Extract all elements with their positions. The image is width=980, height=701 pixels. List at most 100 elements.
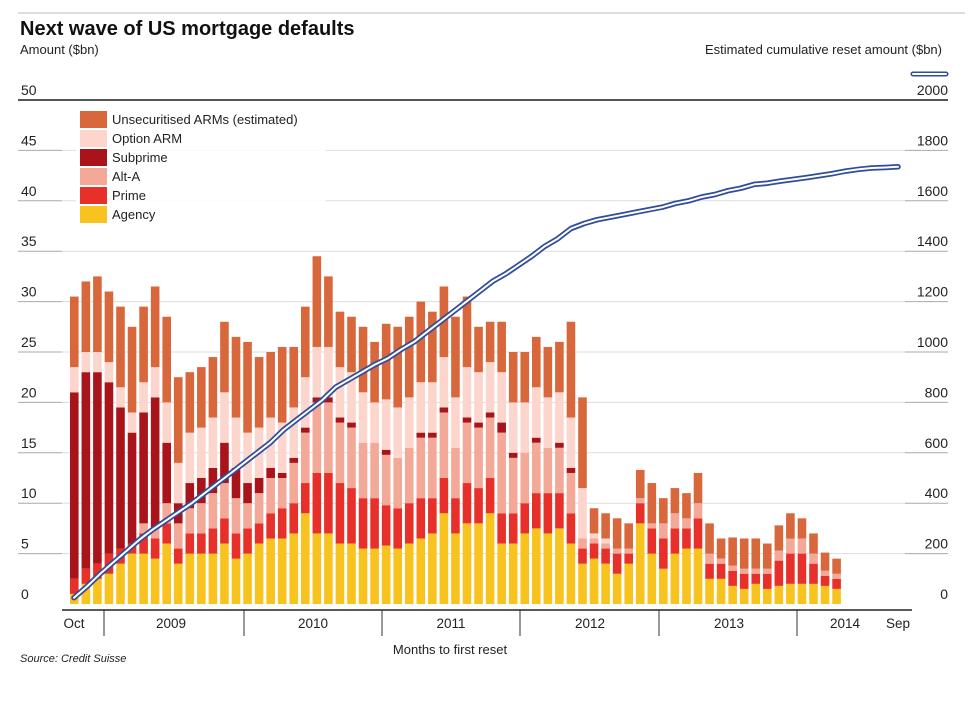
bar-segment <box>173 548 183 564</box>
bar-segment <box>370 498 379 549</box>
bar-segment <box>347 543 356 604</box>
bar-segment <box>543 397 553 448</box>
bar-segment <box>150 538 160 559</box>
bar-segment <box>381 505 391 546</box>
bar-segment <box>497 372 506 423</box>
bar-segment <box>439 357 449 408</box>
bar-segment <box>578 488 587 539</box>
bar-segment <box>173 462 183 504</box>
bar-segment <box>462 483 472 524</box>
bar-segment <box>197 553 206 604</box>
bar-segment <box>370 548 379 604</box>
bar-segment <box>786 553 795 584</box>
bar-segment <box>543 346 553 398</box>
bar-segment <box>93 352 102 373</box>
bar-segment <box>485 362 495 413</box>
bar-segment <box>728 565 737 571</box>
bar-segment <box>497 432 506 514</box>
bar-segment <box>162 316 171 403</box>
bar-segment <box>820 552 830 571</box>
bar-segment <box>635 523 645 604</box>
y-tick-left: 35 <box>21 233 37 249</box>
bar-segment <box>809 553 818 564</box>
bar-segment <box>809 583 818 604</box>
bar-segment <box>70 392 79 579</box>
bar-segment <box>428 498 437 534</box>
bar-segment <box>150 558 160 604</box>
bar-segment <box>324 397 333 403</box>
bar-segment <box>659 523 668 539</box>
bar-segment <box>347 488 356 544</box>
bar-segment <box>70 367 79 393</box>
bar-segment <box>693 472 703 504</box>
bar-segment <box>532 528 541 604</box>
bar-segment <box>763 543 772 569</box>
bar-segment <box>370 402 379 443</box>
bar-segment <box>162 503 171 524</box>
bar-segment <box>451 533 460 604</box>
bar-segment <box>428 382 437 433</box>
legend-swatch <box>80 130 107 147</box>
bar-segment <box>162 442 171 504</box>
bar-segment <box>324 346 333 398</box>
bar-segment <box>566 417 576 468</box>
bar-segment <box>289 407 299 458</box>
bar-segment <box>220 483 229 519</box>
bar-segment <box>289 346 299 408</box>
bar-segment <box>231 533 241 559</box>
bar-segment <box>670 513 680 529</box>
bar-segment <box>508 402 518 453</box>
bar-segment <box>243 341 252 433</box>
bar-segment <box>763 573 772 589</box>
bar-segment <box>324 276 333 347</box>
legend-label: Unsecuritised ARMs (estimated) <box>112 112 298 127</box>
bar-segment <box>127 432 137 544</box>
bar-segment <box>208 493 218 529</box>
bar-segment <box>728 585 737 604</box>
bar-segment <box>555 341 564 393</box>
bar-segment <box>508 452 518 458</box>
bar-segment <box>474 488 483 524</box>
bar-segment <box>277 508 287 539</box>
bar-segment <box>532 442 541 494</box>
bar-segment <box>266 538 275 604</box>
y-tick-right: 400 <box>925 485 949 501</box>
bar-segment <box>416 498 426 539</box>
bar-segment <box>116 306 125 388</box>
bar-segment <box>624 523 633 549</box>
bar-segment <box>277 422 287 473</box>
bar-segment <box>589 558 599 604</box>
bar-segment <box>93 578 102 604</box>
bar-segment <box>104 382 114 554</box>
bar-segment <box>254 493 264 524</box>
bar-segment <box>150 397 160 529</box>
bar-segment <box>624 553 633 564</box>
bar-segment <box>474 372 483 423</box>
bar-segment <box>797 538 807 554</box>
x-tick-label: Oct <box>63 616 84 631</box>
bar-segment <box>139 412 148 524</box>
bar-segment <box>81 372 91 569</box>
legend: Unsecuritised ARMs (estimated) Option ARM… <box>76 106 326 228</box>
bar-segment <box>93 372 102 564</box>
bar-segment <box>601 563 610 604</box>
bar-segment <box>104 573 114 604</box>
bar-segment <box>150 528 160 539</box>
y-tick-right: 800 <box>925 384 949 400</box>
y-tick-right: 0 <box>940 586 948 602</box>
bar-segment <box>451 316 460 398</box>
bar-segment <box>335 483 345 544</box>
bar-segment <box>104 362 114 383</box>
bar-segment <box>312 346 322 398</box>
bar-segment <box>751 538 761 569</box>
bar-segment <box>173 377 183 463</box>
legend-swatch <box>80 149 107 166</box>
x-tick-label: 2013 <box>714 616 744 631</box>
bar-segment <box>797 518 807 539</box>
cumulative-line-inner <box>73 165 899 599</box>
bar-segment <box>370 442 379 499</box>
bar-segment <box>254 523 264 544</box>
bar-segment <box>381 454 391 506</box>
bar-segment <box>578 563 587 604</box>
bar-segment <box>820 585 830 604</box>
